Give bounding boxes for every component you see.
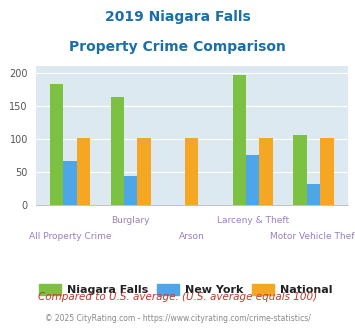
Legend: Niagara Falls, New York, National: Niagara Falls, New York, National [35, 280, 337, 300]
Bar [246, 155, 260, 205]
Bar [111, 97, 124, 205]
Bar [260, 138, 273, 205]
Text: Motor Vehicle Theft: Motor Vehicle Theft [269, 232, 355, 241]
Bar [63, 161, 77, 205]
Text: Property Crime Comparison: Property Crime Comparison [69, 40, 286, 53]
Bar [294, 135, 307, 205]
Bar [50, 84, 63, 205]
Bar [77, 138, 90, 205]
Bar [320, 138, 334, 205]
Bar [137, 138, 151, 205]
Text: All Property Crime: All Property Crime [28, 232, 111, 241]
Text: Burglary: Burglary [111, 216, 150, 225]
Bar [307, 184, 320, 205]
Bar [124, 176, 137, 205]
Bar [185, 138, 198, 205]
Text: © 2025 CityRating.com - https://www.cityrating.com/crime-statistics/: © 2025 CityRating.com - https://www.city… [45, 314, 310, 323]
Text: Arson: Arson [179, 232, 204, 241]
Text: Compared to U.S. average. (U.S. average equals 100): Compared to U.S. average. (U.S. average … [38, 292, 317, 302]
Text: Larceny & Theft: Larceny & Theft [217, 216, 289, 225]
Bar [233, 75, 246, 205]
Text: 2019 Niagara Falls: 2019 Niagara Falls [105, 10, 250, 24]
